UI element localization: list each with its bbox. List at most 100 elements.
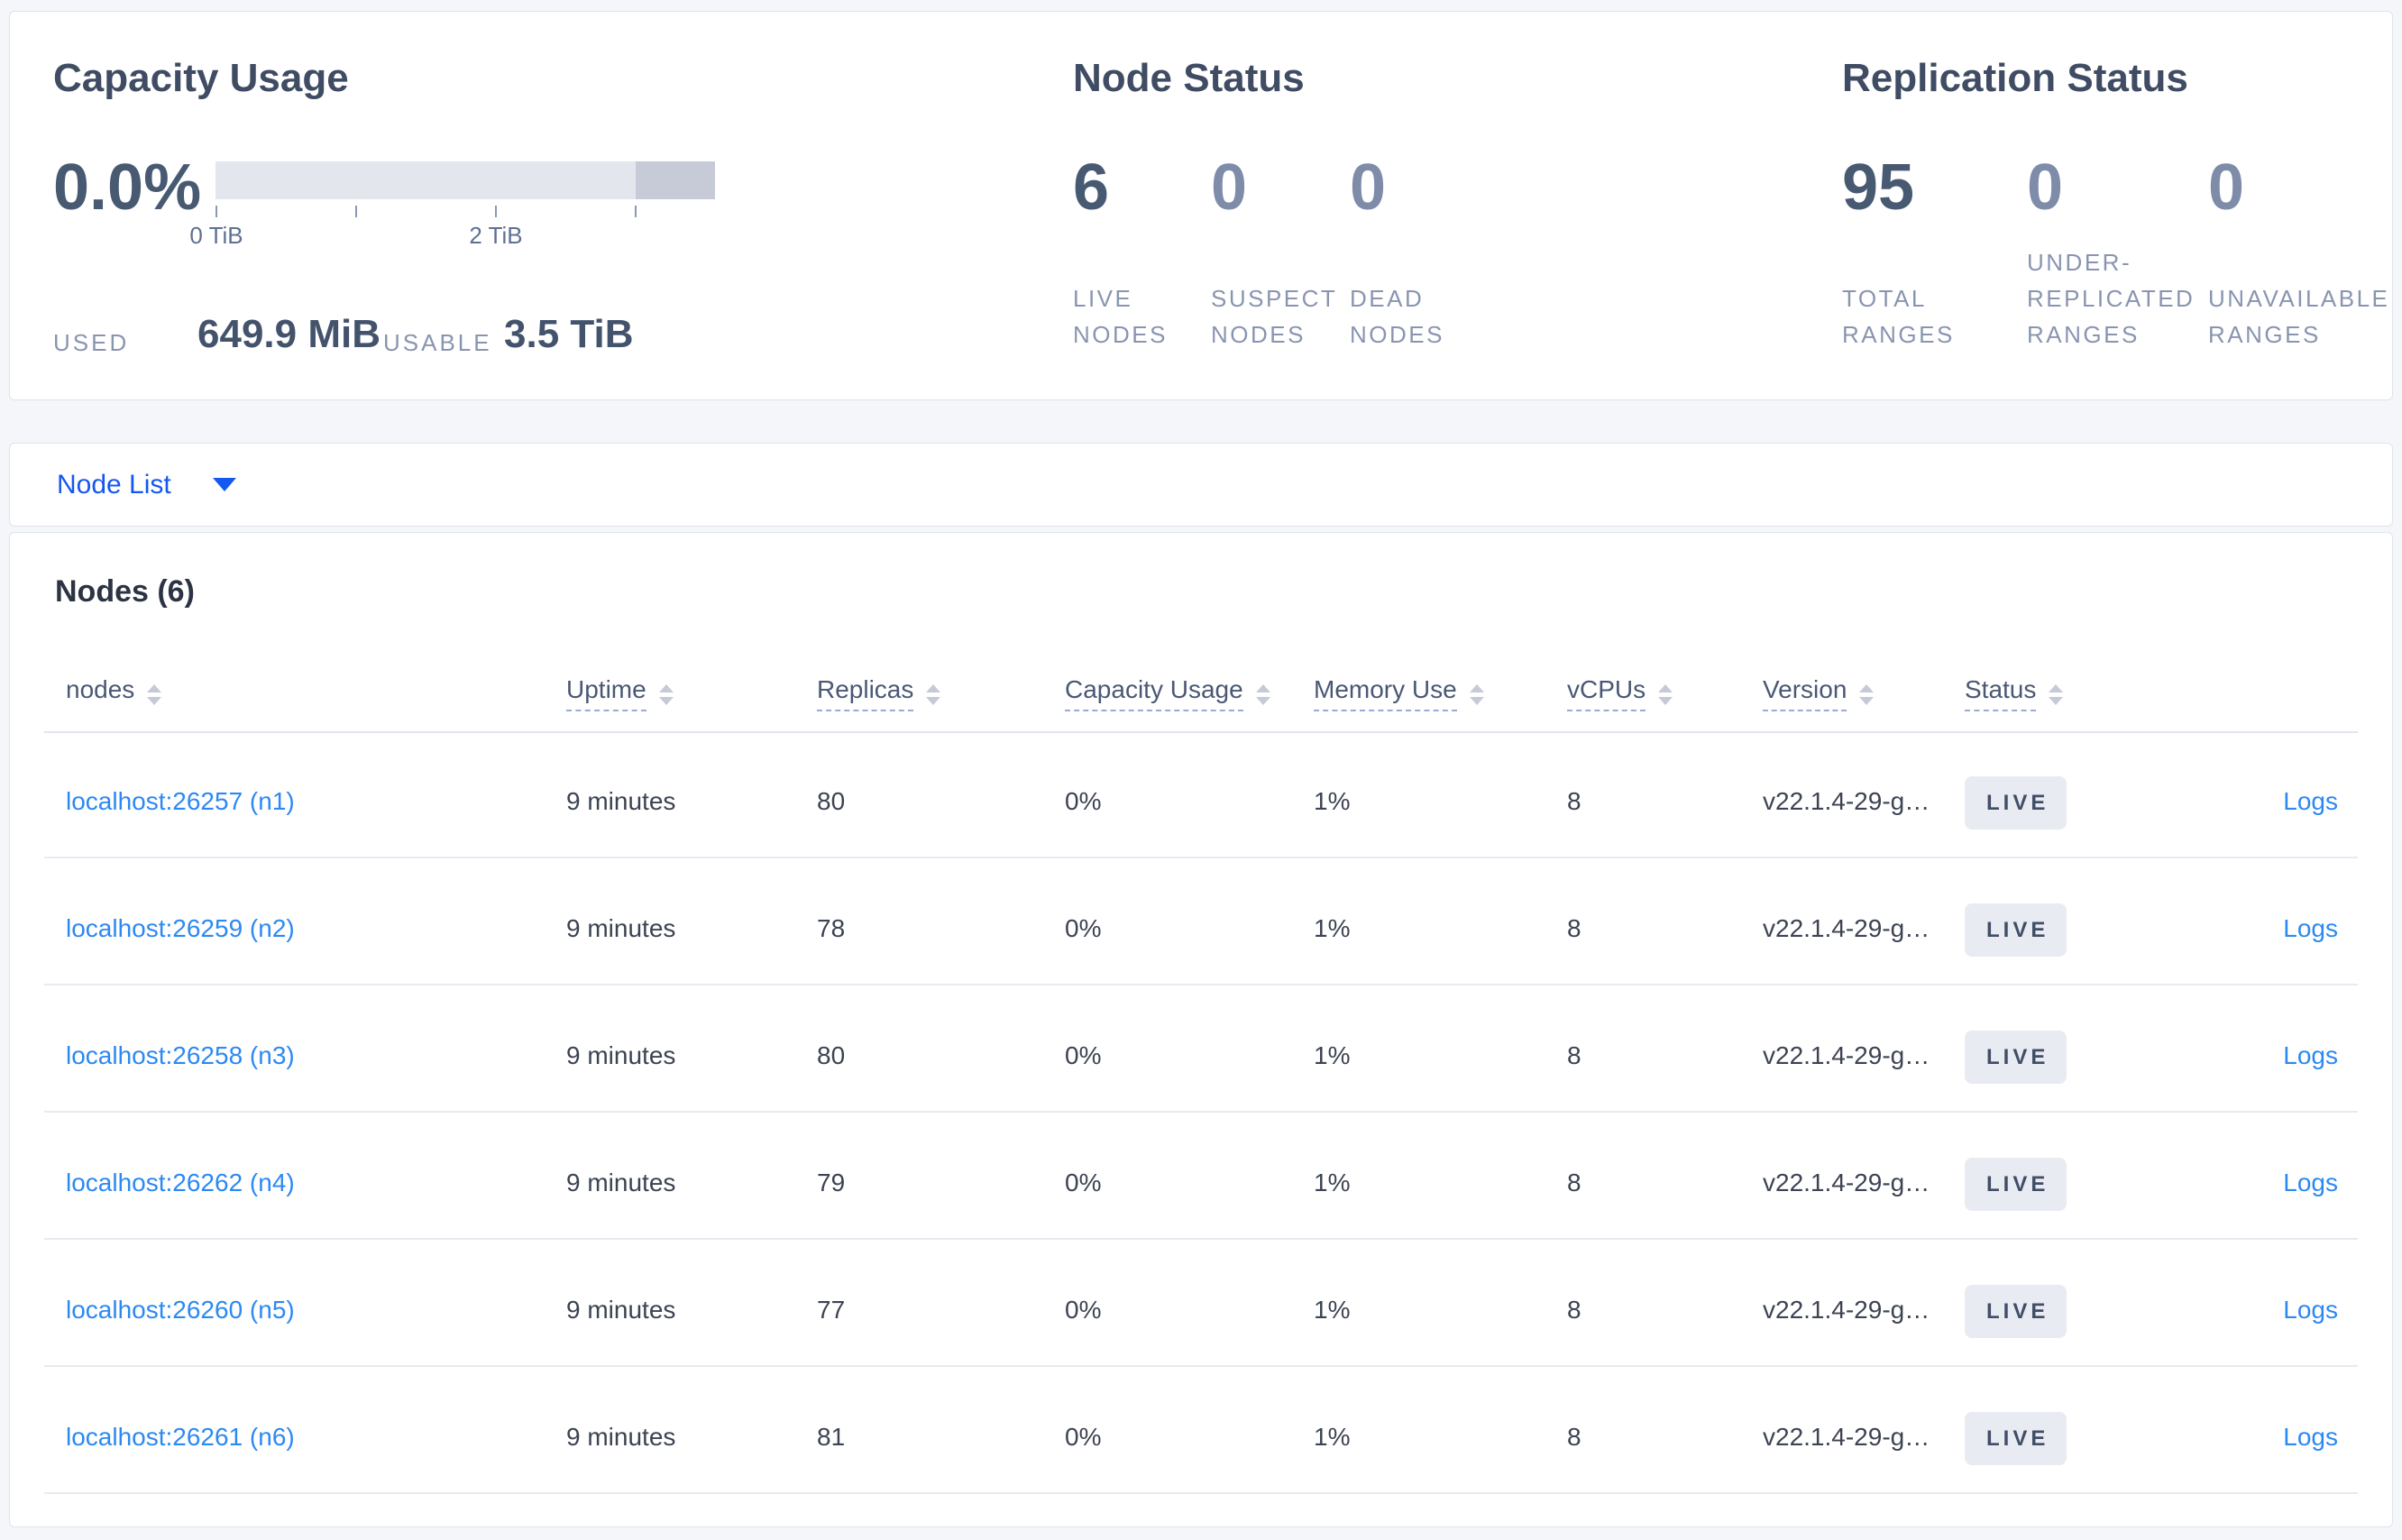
uptime-cell: 9 minutes	[566, 914, 676, 942]
unavailable-ranges-count: 0	[2208, 151, 2245, 224]
sort-icon[interactable]	[1469, 684, 1484, 705]
node-link[interactable]: localhost:26261 (n6)	[66, 1423, 295, 1451]
column-header-nodes[interactable]: nodes	[66, 675, 162, 705]
node-list-dropdown-label[interactable]: Node List	[57, 469, 171, 500]
sort-icon[interactable]	[658, 684, 674, 705]
memory-use-cell: 1%	[1314, 787, 1351, 815]
column-header-memory-use[interactable]: Memory Use	[1314, 675, 1484, 711]
total-ranges-count: 95	[1842, 151, 1915, 224]
node-link[interactable]: localhost:26258 (n3)	[66, 1041, 295, 1069]
logs-link[interactable]: Logs	[2283, 787, 2338, 815]
replicas-cell: 79	[817, 1169, 846, 1196]
table-row: localhost:26258 (n3) 9 minutes 80 0% 1% …	[10, 985, 2392, 1113]
capacity-axis-tick	[495, 206, 497, 217]
uptime-cell: 9 minutes	[566, 1423, 676, 1451]
vcpus-cell: 8	[1567, 787, 1581, 815]
sort-icon[interactable]	[2049, 684, 2064, 705]
memory-use-cell: 1%	[1314, 1041, 1351, 1069]
vcpus-cell: 8	[1567, 1041, 1581, 1069]
status-badge: LIVE	[1965, 776, 2067, 830]
status-badge: LIVE	[1965, 1285, 2067, 1338]
uptime-cell: 9 minutes	[566, 1296, 676, 1324]
vcpus-cell: 8	[1567, 1423, 1581, 1451]
capacity-usage-cell: 0%	[1065, 787, 1102, 815]
row-divider	[44, 1238, 2358, 1240]
capacity-axis-label-2: 2 TiB	[469, 222, 523, 249]
capacity-bar-chart	[215, 161, 715, 199]
node-link[interactable]: localhost:26259 (n2)	[66, 914, 295, 942]
table-row: localhost:26257 (n1) 9 minutes 80 0% 1% …	[10, 731, 2392, 858]
column-header-replicas[interactable]: Replicas	[817, 675, 941, 711]
used-label: USED	[53, 329, 130, 356]
table-row: localhost:26259 (n2) 9 minutes 78 0% 1% …	[10, 858, 2392, 985]
capacity-usage-cell: 0%	[1065, 1423, 1102, 1451]
total-ranges-label: TOTAL RANGES	[1842, 285, 1955, 348]
capacity-axis-label-0: 0 TiB	[189, 222, 243, 249]
chevron-down-icon	[212, 478, 236, 491]
live-nodes-count: 6	[1073, 151, 1110, 224]
uptime-cell: 9 minutes	[566, 1169, 676, 1196]
replicas-cell: 80	[817, 1041, 846, 1069]
header-divider	[44, 731, 2358, 733]
vcpus-cell: 8	[1567, 1296, 1581, 1324]
replicas-cell: 81	[817, 1423, 846, 1451]
logs-link[interactable]: Logs	[2283, 1296, 2338, 1324]
capacity-axis-tick	[635, 206, 637, 217]
column-header-uptime[interactable]: Uptime	[566, 675, 674, 711]
table-row: localhost:26260 (n5) 9 minutes 77 0% 1% …	[10, 1240, 2392, 1367]
suspect-nodes-label: SUSPECT NODES	[1211, 285, 1338, 348]
memory-use-cell: 1%	[1314, 1169, 1351, 1196]
status-badge: LIVE	[1965, 1412, 2067, 1465]
row-divider	[44, 857, 2358, 858]
row-divider	[44, 1365, 2358, 1367]
version-cell: v22.1.4-29-g…	[1763, 1041, 1930, 1069]
status-badge: LIVE	[1965, 1158, 2067, 1211]
uptime-cell: 9 minutes	[566, 787, 676, 815]
logs-link[interactable]: Logs	[2283, 1169, 2338, 1196]
logs-link[interactable]: Logs	[2283, 914, 2338, 942]
under-replicated-ranges-label: UNDER- REPLICATED RANGES	[2027, 249, 2196, 348]
column-header-capacity-usage[interactable]: Capacity Usage	[1065, 675, 1270, 711]
cluster-overview-card: Capacity Usage 0.0% 0 TiB 2 TiB USED 649…	[9, 11, 2393, 400]
under-replicated-ranges-count: 0	[2027, 151, 2064, 224]
vcpus-cell: 8	[1567, 914, 1581, 942]
column-header-status[interactable]: Status	[1965, 675, 2064, 711]
sort-icon[interactable]	[1658, 684, 1673, 705]
memory-use-cell: 1%	[1314, 914, 1351, 942]
used-value: 649.9 MiB	[197, 312, 380, 356]
version-cell: v22.1.4-29-g…	[1763, 914, 1930, 942]
sort-icon[interactable]	[1859, 684, 1875, 705]
capacity-used-percent: 0.0%	[53, 151, 202, 224]
logs-link[interactable]: Logs	[2283, 1423, 2338, 1451]
column-header-version[interactable]: Version	[1763, 675, 1875, 711]
sort-icon[interactable]	[926, 684, 941, 705]
capacity-usage-cell: 0%	[1065, 1041, 1102, 1069]
version-cell: v22.1.4-29-g…	[1763, 787, 1930, 815]
capacity-bar-dark-segment	[636, 161, 715, 199]
vcpus-cell: 8	[1567, 1169, 1581, 1196]
node-link[interactable]: localhost:26260 (n5)	[66, 1296, 295, 1324]
status-badge: LIVE	[1965, 903, 2067, 957]
version-cell: v22.1.4-29-g…	[1763, 1423, 1930, 1451]
version-cell: v22.1.4-29-g…	[1763, 1169, 1930, 1196]
memory-use-cell: 1%	[1314, 1423, 1351, 1451]
capacity-axis-tick	[215, 206, 217, 217]
row-divider	[44, 1111, 2358, 1113]
table-row: localhost:26262 (n4) 9 minutes 79 0% 1% …	[10, 1113, 2392, 1240]
suspect-nodes-count: 0	[1211, 151, 1248, 224]
capacity-usage-cell: 0%	[1065, 1296, 1102, 1324]
sort-icon[interactable]	[1255, 684, 1270, 705]
dead-nodes-count: 0	[1350, 151, 1387, 224]
nodes-heading: Nodes (6)	[55, 574, 195, 609]
capacity-usage-title: Capacity Usage	[53, 56, 349, 100]
logs-link[interactable]: Logs	[2283, 1041, 2338, 1069]
status-badge: LIVE	[1965, 1031, 2067, 1084]
uptime-cell: 9 minutes	[566, 1041, 676, 1069]
column-header-vcpus[interactable]: vCPUs	[1567, 675, 1673, 711]
usable-label: USABLE	[383, 329, 492, 356]
node-link[interactable]: localhost:26262 (n4)	[66, 1169, 295, 1196]
table-header-row: nodes Uptime Replicas Capacity Usage Mem…	[10, 668, 2392, 731]
sort-icon[interactable]	[147, 684, 162, 705]
node-list-dropdown[interactable]: Node List	[9, 443, 2393, 527]
node-link[interactable]: localhost:26257 (n1)	[66, 787, 295, 815]
